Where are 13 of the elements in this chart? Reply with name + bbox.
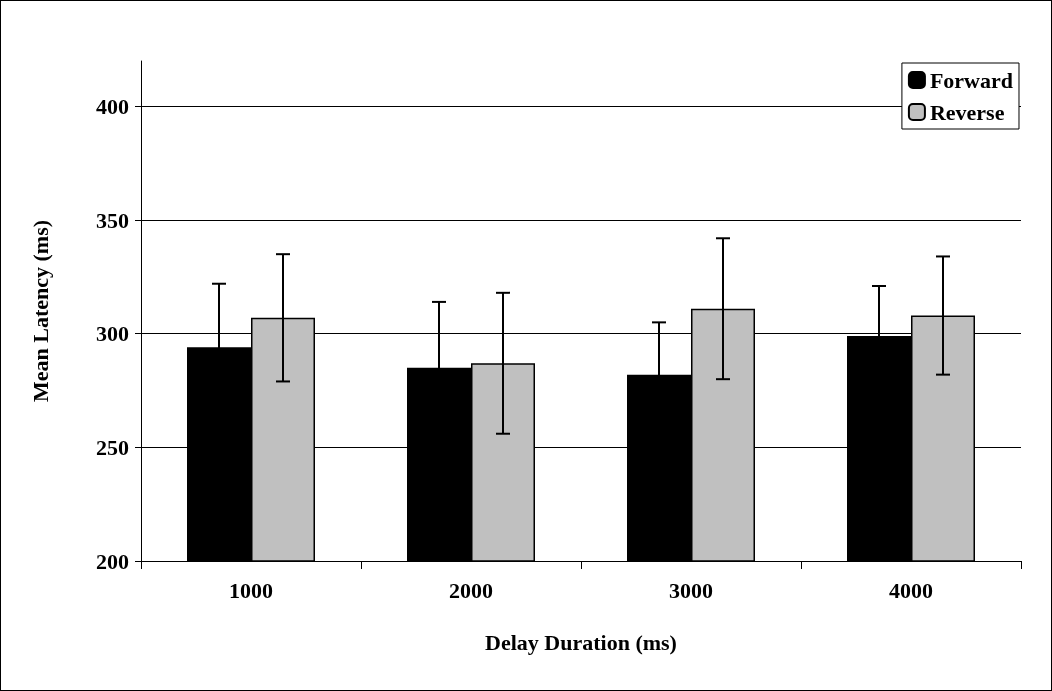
x-axis-title: Delay Duration (ms) xyxy=(485,629,677,655)
y-tick-label: 300 xyxy=(96,321,129,347)
y-tick-label: 250 xyxy=(96,434,129,460)
x-tick-label: 3000 xyxy=(669,577,713,603)
y-tick-label: 200 xyxy=(96,548,129,574)
y-tick-label: 350 xyxy=(96,207,129,233)
y-tick-label: 400 xyxy=(96,93,129,119)
y-axis-title: Mean Latency (ms) xyxy=(27,219,53,403)
x-tick-label: 2000 xyxy=(449,577,493,603)
x-tick-label: 1000 xyxy=(229,577,273,603)
legend-label: Forward xyxy=(929,67,1013,93)
legend-label: Reverse xyxy=(929,99,1005,125)
x-tick-label: 4000 xyxy=(889,577,933,603)
